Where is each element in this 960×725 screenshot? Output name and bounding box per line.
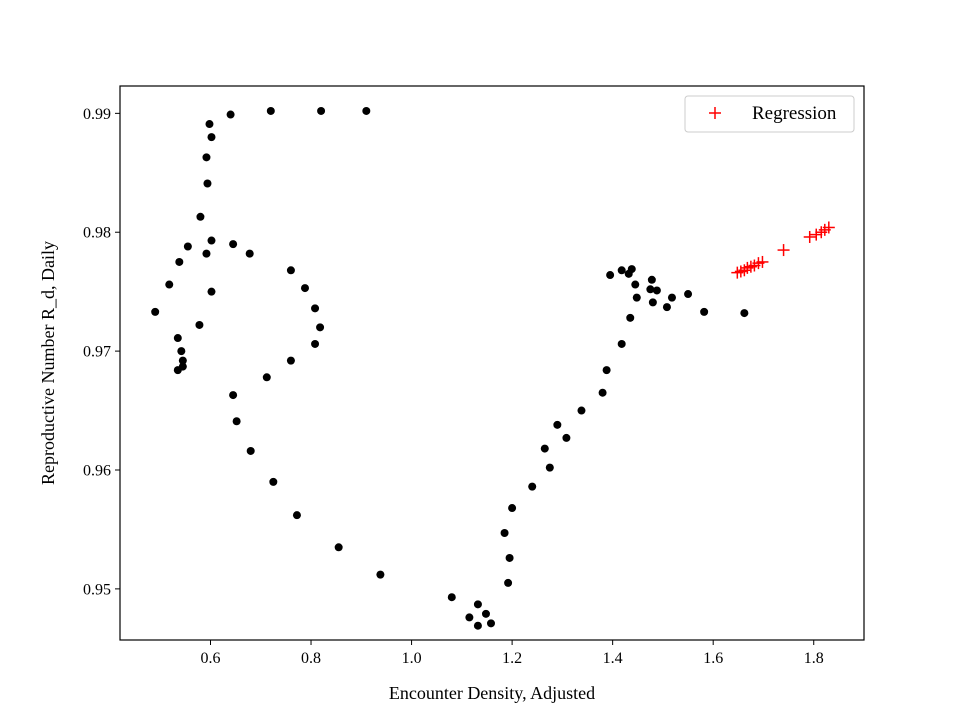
observed-point: [173, 366, 182, 375]
observed-point: [195, 320, 204, 329]
observed-point: [207, 133, 216, 142]
observed-point: [245, 249, 254, 258]
observed-point: [528, 482, 537, 491]
y-tick-label: 0.99: [83, 106, 111, 123]
observed-point: [317, 106, 326, 115]
observed-point: [205, 120, 214, 129]
observed-point: [447, 593, 456, 602]
regression-point: [810, 228, 823, 241]
observed-point: [647, 275, 656, 284]
observed-point: [553, 420, 562, 429]
observed-point: [286, 356, 295, 365]
observed-point: [508, 504, 517, 513]
plot-frame: [119, 85, 865, 641]
observed-point: [246, 446, 255, 455]
observed-point: [286, 266, 295, 275]
observed-point: [667, 293, 676, 302]
axis-ticks: 0.6 0.8 1.0 1.2 1.4 1.6 1.8 0.95 0.96 0.97 0.98 0.9…: [83, 106, 824, 667]
observed-point: [202, 249, 211, 258]
x-tick-label: 1.0: [402, 650, 422, 667]
observed-point: [505, 553, 514, 562]
observed-point: [486, 619, 495, 628]
legend: Regression: [684, 95, 855, 133]
observed-point: [700, 307, 709, 316]
observed-point: [196, 212, 205, 221]
x-tick-label: 1.6: [703, 650, 723, 667]
observed-point: [292, 511, 301, 520]
observed-point: [602, 366, 611, 375]
observed-point: [617, 339, 626, 348]
observed-point: [632, 293, 641, 302]
observed-point: [376, 570, 385, 579]
observed-point: [481, 609, 490, 618]
observed-point: [311, 339, 320, 348]
y-tick-label: 0.97: [83, 344, 111, 361]
observed-point: [165, 280, 174, 289]
y-tick-label: 0.98: [83, 225, 111, 242]
observed-point: [684, 290, 693, 299]
y-axis-label: Reproductive Number R_d, Daily: [38, 241, 58, 485]
observed-point: [598, 388, 607, 397]
x-tick-label: 0.8: [301, 650, 321, 667]
observed-point: [266, 106, 275, 115]
observed-point: [627, 265, 636, 274]
observed-point: [662, 303, 671, 312]
x-tick-label: 0.6: [200, 650, 220, 667]
observed-point: [473, 600, 482, 609]
observed-point: [207, 236, 216, 245]
regression-point: [822, 221, 835, 234]
observed-point: [577, 406, 586, 415]
x-tick-label: 1.4: [603, 650, 623, 667]
observed-point: [203, 179, 212, 188]
observed-point: [540, 444, 549, 453]
observed-point: [652, 286, 661, 295]
observed-point: [207, 287, 216, 296]
observed-point: [316, 323, 325, 332]
observed-point: [740, 309, 749, 318]
observed-point: [626, 313, 635, 322]
observed-point: [300, 284, 309, 293]
observed-point: [229, 391, 238, 400]
observed-point: [175, 257, 184, 266]
observed-point: [178, 356, 187, 365]
y-tick-label: 0.95: [83, 581, 111, 598]
observed-point: [473, 621, 482, 630]
x-tick-label: 1.8: [804, 650, 824, 667]
observed-point: [631, 280, 640, 289]
observed-point: [500, 529, 509, 538]
observed-point: [183, 242, 192, 251]
x-tick-label: 1.2: [502, 650, 522, 667]
observed-point: [311, 304, 320, 313]
observed-point: [646, 285, 655, 294]
observed-point: [177, 347, 186, 356]
regression-point: [777, 244, 790, 257]
observed-point: [562, 433, 571, 442]
legend-box: [684, 95, 855, 133]
observed-point: [226, 110, 235, 119]
legend-label-regression: Regression: [752, 103, 837, 124]
observed-point: [173, 334, 182, 343]
observed-point: [545, 463, 554, 472]
observed-point: [334, 543, 343, 552]
data-marks: [151, 106, 835, 630]
observed-point: [202, 153, 211, 162]
x-axis-label: Encounter Density, Adjusted: [389, 683, 595, 703]
regression-point: [738, 264, 751, 277]
observed-point: [151, 307, 160, 316]
y-tick-label: 0.96: [83, 462, 111, 479]
observed-point: [648, 298, 657, 307]
observed-point: [606, 271, 615, 280]
observed-point: [362, 106, 371, 115]
observed-point: [617, 266, 626, 275]
observed-point: [232, 417, 241, 426]
observed-point: [269, 477, 278, 486]
observed-point: [229, 240, 238, 249]
observed-point: [465, 613, 474, 622]
observed-point: [262, 373, 271, 382]
regression-point: [803, 230, 816, 243]
observed-point: [504, 578, 513, 587]
legend-marker-plus-icon: [709, 107, 721, 119]
regression-point: [756, 255, 769, 268]
